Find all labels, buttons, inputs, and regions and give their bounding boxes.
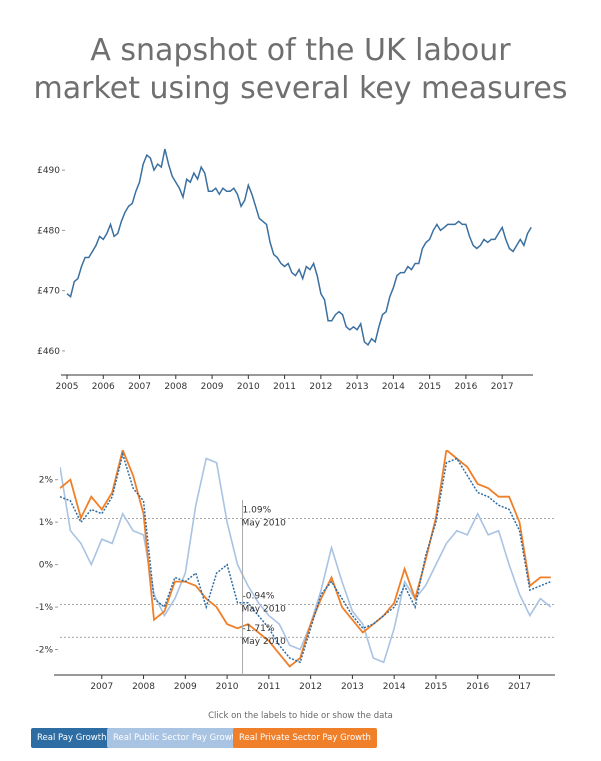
chart1-x-tick-label: 2014 (382, 382, 405, 392)
chart2-y-tick-label: 2% (39, 476, 54, 486)
title-line-1: A snapshot of the UK labour (90, 33, 511, 68)
chart2-annotation-date: May 2010 (242, 637, 287, 647)
chart1-x-tick-label: 2008 (164, 382, 187, 392)
legend-real-public-sector-pay-growth[interactable]: Real Public Sector Pay Growth (107, 728, 247, 748)
chart2-y-tick-label: 0% (39, 561, 54, 571)
title-line-2: market using several key measures (33, 71, 568, 106)
chart2-annotation-date: May 2010 (242, 518, 287, 528)
chart1-y-tick-label: £470 (37, 287, 60, 297)
chart1-x-tick-label: 2005 (56, 382, 79, 392)
chart2-x-tick-label: 2008 (132, 682, 155, 692)
chart2-x-tick-label: 2012 (299, 682, 322, 692)
chart1-x-tick-label: 2017 (491, 382, 514, 392)
legend-hint: Click on the labels to hide or show the … (208, 711, 393, 721)
chart2-x-tick-label: 2014 (383, 682, 406, 692)
chart1-x-tick-label: 2010 (237, 382, 260, 392)
chart2-x-tick-label: 2016 (466, 682, 489, 692)
chart1-x-tick-label: 2012 (309, 382, 332, 392)
chart1-y-tick-label: £460 (37, 347, 60, 357)
chart1-x-tick-label: 2016 (454, 382, 477, 392)
chart2-annotation-value: -0.94% (243, 592, 275, 602)
chart2-y-tick-label: 1% (39, 518, 54, 528)
chart2-x-tick-label: 2009 (174, 682, 197, 692)
chart2-annotation-date: May 2010 (242, 605, 287, 615)
chart1-x-tick-label: 2015 (418, 382, 441, 392)
chart1-y-tick-label: £490 (37, 166, 60, 176)
chart1-series-line (66, 148, 532, 347)
chart2-annotation-value: 1.09% (243, 505, 272, 515)
chart1-y-tick-label: £480 (37, 226, 60, 236)
chart2-x-tick-label: 2007 (90, 682, 113, 692)
page-title: A snapshot of the UK labour market using… (0, 32, 601, 108)
legend-real-pay-growth[interactable]: Real Pay Growth (31, 728, 113, 748)
chart2-series-line (60, 450, 551, 668)
chart2-x-tick-label: 2010 (216, 682, 239, 692)
chart2-x-tick-label: 2013 (341, 682, 364, 692)
chart2-series-line (60, 451, 552, 664)
chart2-annotation-value: -1.71% (243, 624, 275, 634)
chart1-x-tick-label: 2007 (128, 382, 151, 392)
chart1-x-tick-label: 2006 (92, 382, 115, 392)
chart2-y-tick-label: -2% (35, 646, 53, 656)
chart2-x-tick-label: 2015 (424, 682, 447, 692)
weekly-earnings-chart: £460 £470 £480 £490 2005 2006 2007 2008 2009 2010… (37, 148, 533, 392)
chart1-x-tick-label: 2013 (346, 382, 369, 392)
chart2-x-tick-label: 2011 (257, 682, 280, 692)
chart1-x-tick-label: 2011 (273, 382, 296, 392)
chart1-x-tick-label: 2009 (201, 382, 224, 392)
chart2-series-line (60, 457, 552, 664)
chart2-x-tick-label: 2017 (508, 682, 531, 692)
chart2-y-tick-label: -1% (35, 603, 53, 613)
legend-real-private-sector-pay-growth[interactable]: Real Private Sector Pay Growth (233, 728, 377, 748)
